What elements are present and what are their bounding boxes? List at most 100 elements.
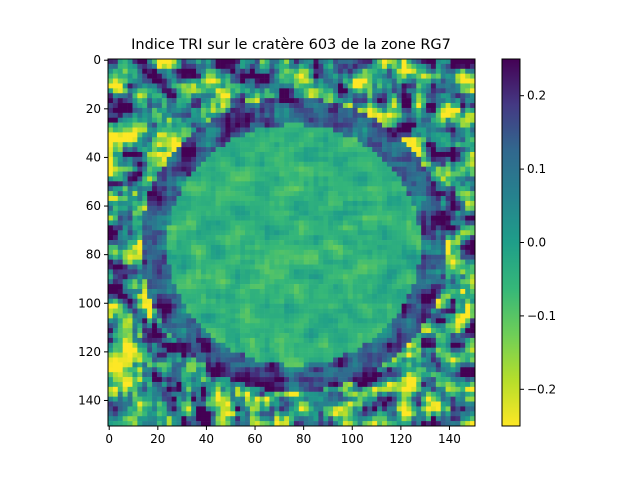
heatmap-cell — [142, 59, 148, 65]
heatmap-cell — [264, 244, 270, 251]
heatmap-cell — [152, 357, 158, 363]
heatmap-cell — [156, 328, 163, 334]
heatmap-cell — [279, 98, 285, 104]
heatmap-cell — [391, 132, 397, 138]
heatmap-cell — [284, 63, 290, 70]
heatmap-cell — [108, 333, 114, 339]
heatmap-cell — [264, 367, 270, 373]
heatmap-cell — [460, 303, 466, 309]
heatmap-cell — [323, 83, 329, 89]
heatmap-cell — [303, 352, 309, 358]
heatmap-cell — [284, 156, 290, 163]
heatmap-cell — [264, 132, 270, 138]
heatmap-cell — [137, 196, 143, 202]
heatmap-cell — [210, 328, 216, 334]
heatmap-cell — [411, 357, 417, 363]
heatmap-cell — [137, 122, 143, 128]
heatmap-cell — [313, 156, 319, 163]
heatmap-cell — [377, 161, 383, 167]
heatmap-cell — [455, 377, 461, 383]
heatmap-cell — [259, 73, 265, 79]
heatmap-cell — [176, 303, 182, 309]
heatmap-cell — [460, 151, 466, 158]
heatmap-cell — [396, 377, 402, 383]
heatmap-cell — [112, 269, 119, 275]
heatmap-cell — [382, 59, 388, 65]
heatmap-cell — [396, 264, 402, 270]
heatmap-cell — [166, 191, 172, 197]
heatmap-cell — [382, 200, 388, 207]
heatmap-cell — [161, 240, 168, 246]
heatmap-cell — [127, 293, 133, 300]
heatmap-cell — [137, 151, 143, 158]
heatmap-cell — [259, 132, 265, 138]
heatmap-cell — [298, 73, 305, 79]
heatmap-cell — [264, 249, 270, 256]
heatmap-cell — [367, 176, 373, 182]
heatmap-cell — [421, 161, 427, 167]
heatmap-cell — [347, 132, 353, 138]
heatmap-cell — [186, 347, 192, 353]
heatmap-cell — [181, 93, 187, 99]
heatmap-cell — [176, 298, 182, 304]
heatmap-cell — [470, 230, 476, 236]
heatmap-cell — [117, 191, 123, 197]
heatmap-cell — [147, 176, 153, 182]
heatmap-cell — [426, 244, 432, 251]
heatmap-cell — [465, 73, 471, 79]
heatmap-cell — [430, 78, 437, 84]
heatmap-cell — [357, 377, 363, 383]
heatmap-cell — [112, 318, 119, 324]
heatmap-cell — [293, 147, 300, 153]
heatmap-cell — [122, 107, 128, 114]
heatmap-cell — [156, 235, 163, 241]
heatmap-cell — [166, 147, 172, 153]
heatmap-cell — [416, 156, 422, 163]
heatmap-cell — [435, 200, 442, 207]
heatmap-cell — [240, 147, 246, 153]
heatmap-cell — [298, 274, 305, 280]
heatmap-cell — [460, 191, 466, 197]
heatmap-cell — [396, 107, 402, 114]
heatmap-cell — [230, 68, 236, 74]
heatmap-cell — [220, 244, 226, 251]
heatmap-cell — [333, 328, 339, 334]
heatmap-cell — [254, 284, 260, 290]
heatmap-cell — [132, 313, 138, 319]
heatmap-cell — [430, 377, 437, 383]
heatmap-cell — [465, 342, 471, 348]
heatmap-cell — [333, 308, 339, 314]
heatmap-cell — [284, 112, 290, 119]
heatmap-cell — [357, 161, 363, 167]
heatmap-cell — [279, 337, 285, 344]
heatmap-cell — [362, 156, 368, 163]
heatmap-cell — [333, 68, 339, 74]
heatmap-cell — [161, 333, 168, 339]
heatmap-cell — [147, 342, 153, 348]
heatmap-cell — [406, 254, 412, 260]
heatmap-cell — [161, 342, 168, 348]
heatmap-cell — [318, 279, 324, 285]
heatmap-cell — [426, 220, 432, 226]
heatmap-cell — [196, 93, 202, 99]
heatmap-cell — [186, 288, 192, 295]
heatmap-cell — [396, 259, 402, 265]
heatmap-cell — [127, 244, 133, 251]
heatmap-cell — [196, 73, 202, 79]
heatmap-cell — [396, 274, 402, 280]
heatmap-cell — [245, 235, 251, 241]
heatmap-cell — [293, 367, 300, 373]
heatmap-cell — [205, 186, 212, 192]
heatmap-cell — [342, 220, 349, 226]
heatmap-cell — [386, 205, 393, 211]
heatmap-cell — [254, 333, 260, 339]
heatmap-cell — [117, 342, 123, 348]
heatmap-cell — [450, 318, 456, 324]
heatmap-cell — [328, 333, 334, 339]
heatmap-cell — [230, 259, 236, 265]
heatmap-cell — [181, 107, 187, 114]
heatmap-cell — [430, 372, 437, 378]
heatmap-cell — [445, 303, 451, 309]
heatmap-cell — [401, 73, 407, 79]
heatmap-cell — [342, 357, 349, 363]
